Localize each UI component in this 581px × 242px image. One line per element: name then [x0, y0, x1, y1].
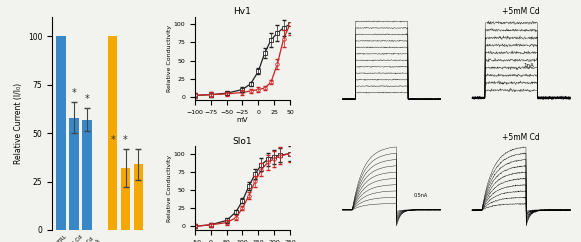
Bar — [69, 118, 79, 230]
X-axis label: mV: mV — [236, 117, 248, 122]
Title: +5mM Cd: +5mM Cd — [503, 133, 540, 142]
Text: *: * — [85, 94, 89, 104]
Text: *: * — [110, 135, 115, 145]
Bar — [108, 36, 117, 230]
Text: CTRL: CTRL — [55, 234, 68, 242]
Bar — [121, 168, 130, 230]
Text: 0.5nA: 0.5nA — [413, 193, 428, 198]
Text: 5mM Cd
+20μM LA: 5mM Cd +20μM LA — [73, 234, 101, 242]
Y-axis label: Relative Current (I/I₀): Relative Current (I/I₀) — [13, 83, 23, 164]
Bar — [134, 164, 143, 230]
Title: Hv1: Hv1 — [234, 7, 252, 16]
Text: *: * — [72, 88, 77, 98]
Bar — [82, 120, 92, 230]
Text: 5mM Cd: 5mM Cd — [64, 234, 84, 242]
Y-axis label: Relative Conductivity: Relative Conductivity — [167, 25, 172, 92]
Y-axis label: Relative Conductivity: Relative Conductivity — [167, 155, 172, 222]
Title: +5mM Cd: +5mM Cd — [503, 7, 540, 16]
Text: 1nA: 1nA — [523, 63, 534, 68]
Title: Slo1: Slo1 — [232, 136, 252, 146]
Text: *: * — [123, 135, 128, 145]
Bar — [56, 36, 66, 230]
